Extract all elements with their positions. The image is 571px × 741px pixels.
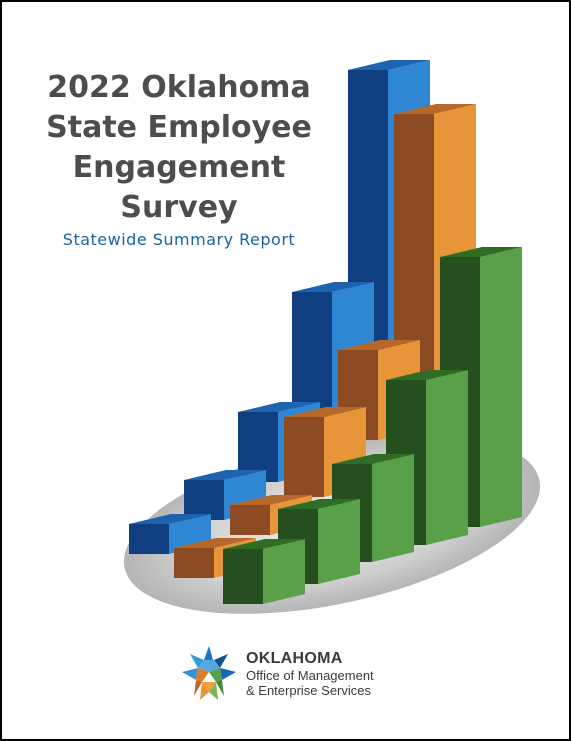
decorative-bar-green [223, 539, 305, 604]
title-line-2: State Employee [46, 110, 312, 145]
oklahoma-star-mosaic-icon [182, 646, 236, 700]
agency-logo-text: OKLAHOMA Office of Management & Enterpri… [246, 650, 374, 698]
report-title: 2022 Oklahoma State Employee Engagement … [24, 68, 334, 228]
logo-line-2: Office of Management [246, 668, 374, 683]
title-line-3: Engagement [72, 150, 286, 185]
report-subtitle: Statewide Summary Report [62, 230, 296, 249]
logo-line-3: & Enterprise Services [246, 683, 371, 698]
logo-line-1: OKLAHOMA [246, 650, 343, 667]
title-line-4: Survey [120, 190, 238, 225]
decorative-bar-blue [129, 514, 211, 554]
title-line-1: 2022 Oklahoma [47, 70, 311, 105]
